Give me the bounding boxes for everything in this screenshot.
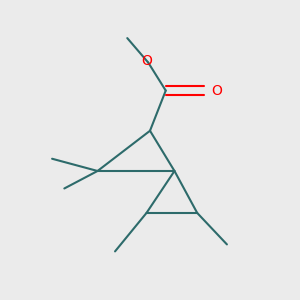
Text: O: O — [211, 84, 222, 98]
Text: O: O — [141, 54, 152, 68]
